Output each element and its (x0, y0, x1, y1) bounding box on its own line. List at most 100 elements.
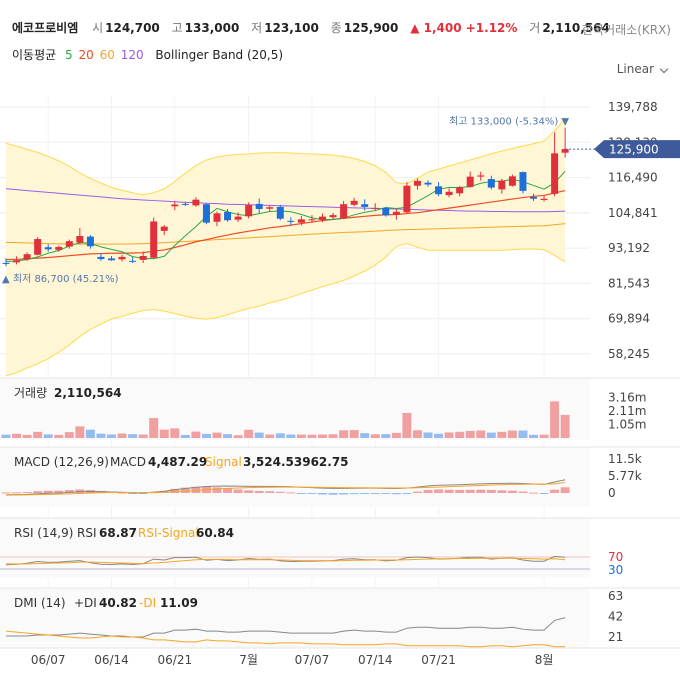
macd-signal-line (5, 482, 566, 496)
macd-histogram-bar (117, 492, 127, 494)
dmi-title: DMI (14) (14, 596, 66, 610)
ma120-line (5, 188, 566, 213)
rsi-signal-label: RSI-Signal (138, 526, 199, 540)
volume-bar (85, 429, 95, 438)
volume-bar (191, 431, 201, 438)
header: 에코프로비엠 시 124,700 고 133,000 저 123,100 종 125,9… (0, 0, 680, 95)
high-value: 133,000 (184, 21, 240, 35)
macd-title: MACD (12,26,9) (14, 455, 109, 469)
candle-body (498, 180, 506, 190)
ma60-line (5, 223, 566, 245)
volume-bar (296, 434, 306, 438)
volume-bar (244, 429, 254, 438)
moving-average-label: 이동평균 (12, 48, 57, 62)
macd-histogram-bar (138, 493, 148, 494)
macd-histogram-bar (349, 493, 359, 495)
candle-body (139, 255, 147, 260)
candle-body (413, 180, 421, 186)
candle-body (287, 220, 295, 222)
candle-body (445, 191, 453, 196)
macd-histogram-bar (560, 487, 570, 493)
price-axis-label: 139,788 (608, 100, 658, 114)
volume-bar (212, 432, 222, 438)
macd-value-label: MACD (110, 455, 146, 469)
dmi-axis-label: 21 (608, 630, 623, 644)
volume-bar (529, 434, 538, 438)
macd-histogram-bar (275, 491, 285, 493)
macd-histogram-bar (296, 493, 306, 494)
candle-body (245, 205, 253, 217)
candle-body (540, 198, 548, 200)
candle-body (487, 179, 495, 188)
volume-bar (360, 433, 370, 438)
ma120-legend[interactable]: 120 (120, 48, 144, 62)
macd-histogram-bar (64, 490, 74, 493)
candle-body (561, 149, 569, 153)
volume-bar (1, 434, 11, 438)
rsi-pane-background (0, 518, 590, 578)
macd-histogram-bar (529, 492, 538, 494)
volume-bar (54, 434, 64, 438)
candle-body (276, 206, 284, 219)
volume-bar (423, 432, 433, 438)
volume-bar (539, 434, 549, 438)
volume-bar (318, 434, 327, 438)
candle-body (2, 262, 10, 264)
candle-body (108, 258, 115, 261)
macd-axis-label: 5.77k (608, 469, 642, 483)
macd-histogram-bar (191, 486, 201, 493)
last-price-label: 125,900 (609, 143, 659, 157)
price-axis-label: 58,245 (608, 347, 650, 361)
macd-histogram-bar (465, 489, 475, 493)
candle-body (392, 211, 400, 215)
ma20-legend[interactable]: 20 (78, 48, 94, 62)
volume-bar (22, 434, 32, 438)
volume-bar (402, 412, 412, 438)
ma20-line (5, 189, 566, 261)
change-value: ▲ 1,400 +1.12% (410, 21, 518, 35)
volume-bar (64, 432, 74, 438)
dmi-axis-label: 63 (608, 589, 623, 603)
high-annotation: 최고 133,000 (-5.34%) ▼ (449, 116, 569, 128)
dmi-pane-background (0, 588, 590, 648)
time-axis-label: 8월 (535, 653, 554, 667)
macd-signal-label: Signal (205, 455, 242, 469)
candle-body (371, 207, 379, 209)
macd-histogram-bar (170, 488, 180, 493)
scale-dropdown[interactable]: Linear (616, 62, 654, 76)
bollinger-upper-line (5, 118, 566, 196)
volume-axis-label: 2.11m (608, 404, 646, 418)
ma60-legend[interactable]: 60 (99, 48, 115, 62)
candle-body (477, 175, 485, 177)
volume-bar (307, 434, 317, 438)
bollinger-lower-line (5, 243, 566, 377)
volume-bar (339, 430, 349, 438)
bollinger-band-fill (6, 119, 566, 376)
macd-histogram-bar (539, 493, 549, 494)
time-axis-label: 07/14 (358, 653, 393, 667)
rsi-line (5, 555, 566, 566)
volume-bar (201, 433, 211, 438)
macd-histogram-bar (360, 493, 370, 494)
bollinger-legend[interactable]: Bollinger Band (20,5) (155, 48, 284, 62)
volume-axis-label: 3.16m (608, 390, 646, 404)
candle-body (361, 204, 369, 207)
stock-name: 에코프로비엠 (12, 21, 79, 35)
macd-histogram-bar (391, 493, 401, 495)
ma5-legend[interactable]: 5 (65, 48, 73, 62)
macd-histogram-bar (518, 491, 528, 493)
macd-histogram-bar (318, 493, 327, 495)
macd-histogram-bar (402, 493, 412, 494)
candle-body (65, 241, 73, 247)
rsi-axis-label-70: 70 (608, 550, 623, 564)
macd-histogram-bar (265, 491, 275, 493)
candle-body (297, 219, 305, 223)
close-label: 종 (330, 21, 342, 35)
macd-histogram-bar (339, 493, 349, 495)
macd-histogram-bar (286, 492, 296, 494)
rsi-axis-label-30: 30 (608, 563, 623, 577)
macd-histogram-bar (22, 491, 32, 493)
macd-histogram-bar (507, 490, 517, 493)
volume-bar (507, 430, 517, 438)
